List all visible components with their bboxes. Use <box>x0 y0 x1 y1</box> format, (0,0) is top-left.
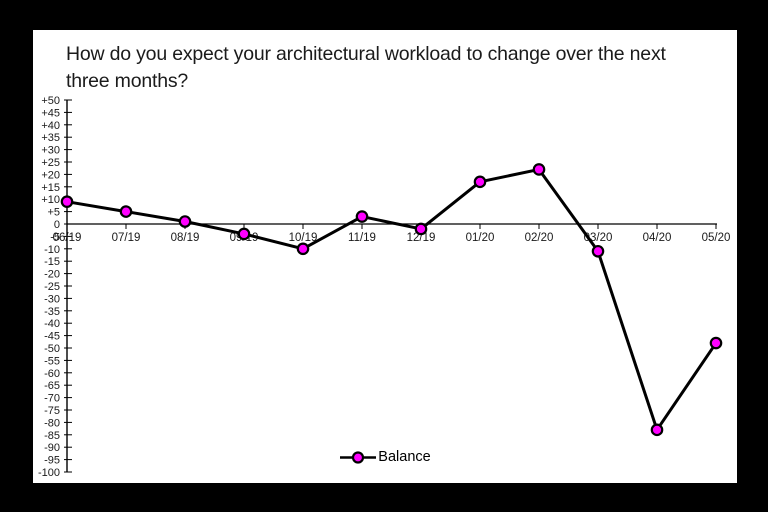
y-axis-tick-label: -25 <box>44 281 60 293</box>
data-point <box>532 163 546 176</box>
legend: Balance <box>33 448 737 466</box>
y-axis-tick-label: +50 <box>41 95 60 107</box>
y-axis-tick-label: -100 <box>38 467 60 479</box>
y-axis-tick-label: -20 <box>44 269 60 281</box>
y-axis-tick-label: -35 <box>44 306 60 318</box>
y-axis-tick-label: +35 <box>41 132 60 144</box>
y-axis-tick-label: -75 <box>44 405 60 417</box>
y-axis-tick-label: +15 <box>41 182 60 194</box>
y-axis-tick-label: -85 <box>44 430 60 442</box>
data-point <box>709 336 723 350</box>
legend-line-marker-icon <box>340 450 377 464</box>
y-axis-tick-label: -90 <box>44 442 60 454</box>
legend-marker <box>352 450 365 464</box>
y-axis-tick-label: -10 <box>44 244 60 256</box>
x-axis-tick-label: 10/19 <box>289 232 318 244</box>
data-point <box>237 227 251 241</box>
y-axis-tick-label: -40 <box>44 318 60 330</box>
data-point <box>650 423 664 437</box>
legend-label: Balance <box>378 449 431 465</box>
data-point <box>119 205 133 218</box>
y-axis-tick-label: -15 <box>44 256 60 268</box>
y-axis-tick-label: +10 <box>41 194 60 206</box>
x-axis-tick-label: 05/20 <box>702 232 731 244</box>
y-axis-tick-label: -50 <box>44 343 60 355</box>
x-axis-tick-label: 08/19 <box>171 232 200 244</box>
y-axis-tick-label: 0 <box>54 219 60 231</box>
data-point <box>473 175 487 189</box>
y-axis-tick-label: +25 <box>41 157 60 169</box>
data-point <box>591 244 605 258</box>
data-point <box>355 210 369 223</box>
y-axis-tick-label: -65 <box>44 380 60 392</box>
data-point <box>60 195 74 208</box>
y-axis-tick-label: -60 <box>44 368 60 380</box>
y-axis-tick-label: -45 <box>44 331 60 343</box>
x-axis-tick-label: 12/19 <box>407 232 436 244</box>
y-axis-tick-label: +20 <box>41 169 60 181</box>
y-axis-tick-label: +40 <box>41 120 60 132</box>
data-point <box>296 242 310 256</box>
x-axis-tick-label: 04/20 <box>643 232 672 244</box>
x-axis-tick-label: 02/20 <box>525 232 554 244</box>
y-axis-tick-label: +30 <box>41 145 60 157</box>
y-axis-tick-label: -95 <box>44 455 60 467</box>
chart-card: How do you expect your architectural wor… <box>33 30 737 483</box>
y-axis-tick-label: -30 <box>44 293 60 305</box>
balance-line-chart: +50+45+40+35+30+25+20+15+10+50-5-10-15-2… <box>38 95 731 479</box>
x-axis-tick-label: 11/19 <box>348 232 376 244</box>
y-axis-tick-label: -55 <box>44 355 60 367</box>
y-axis-tick-label: +5 <box>47 207 60 219</box>
x-axis-tick-label: 07/19 <box>112 232 141 244</box>
x-axis-tick-label: 06/19 <box>53 232 82 244</box>
data-point <box>414 222 428 236</box>
chart-title: How do you expect your architectural wor… <box>66 43 666 92</box>
series-line-balance <box>65 167 718 432</box>
y-axis-tick-label: -5 <box>50 231 60 243</box>
y-axis-tick-label: -80 <box>44 417 60 429</box>
x-axis-tick-label: 01/20 <box>466 232 495 244</box>
y-axis-tick-label: +45 <box>41 107 60 119</box>
data-point <box>178 215 192 228</box>
y-axis-tick-label: -70 <box>44 393 60 405</box>
